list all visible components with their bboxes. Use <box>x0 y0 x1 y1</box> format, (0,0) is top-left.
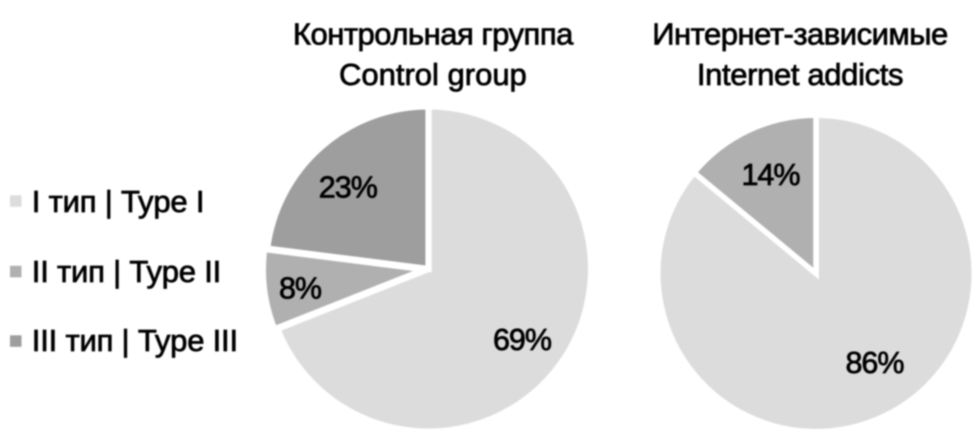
svg-text:14%: 14% <box>741 158 800 192</box>
svg-text:Контрольная группа: Контрольная группа <box>293 17 574 52</box>
svg-text:III тип | Type III: III тип | Type III <box>32 323 238 358</box>
svg-text:23%: 23% <box>319 170 378 204</box>
svg-text:86%: 86% <box>845 346 904 380</box>
svg-text:II тип | Type II: II тип | Type II <box>32 254 221 289</box>
svg-text:Internet addicts: Internet addicts <box>697 57 903 92</box>
svg-text:Control group: Control group <box>339 57 527 92</box>
svg-text:69%: 69% <box>493 323 552 357</box>
svg-text:Интернет-зависимые: Интернет-зависимые <box>652 17 947 52</box>
svg-text:8%: 8% <box>279 271 322 305</box>
svg-text:I тип | Type I: I тип | Type I <box>32 184 204 219</box>
